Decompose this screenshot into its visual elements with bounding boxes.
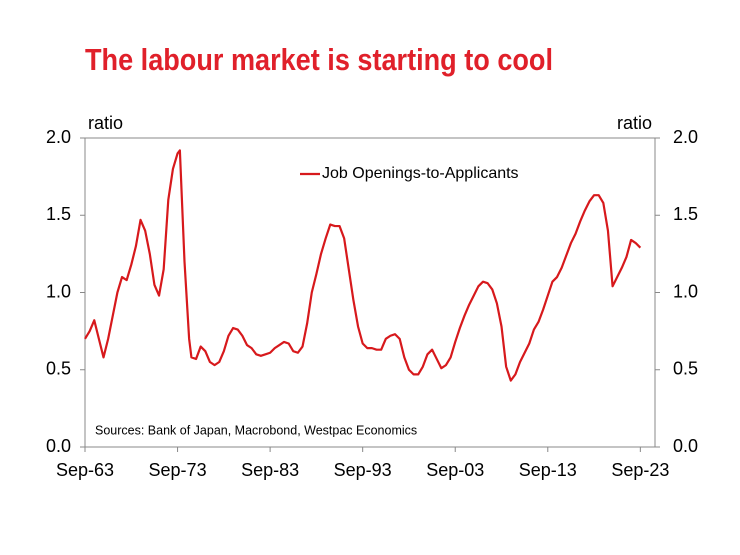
y2-tick-label: 2.0: [673, 127, 698, 147]
y-tick-label: 1.0: [46, 281, 71, 301]
x-tick-label: Sep-63: [56, 460, 114, 480]
x-tick-label: Sep-13: [519, 460, 577, 480]
y2-tick-label: 0.0: [673, 436, 698, 456]
y2-tick-label: 0.5: [673, 359, 698, 379]
x-tick-label: Sep-23: [611, 460, 669, 480]
y-tick-label: 0.0: [46, 436, 71, 456]
legend-label: Job Openings-to-Applicants: [322, 165, 519, 182]
y-tick-label: 1.5: [46, 204, 71, 224]
y2-axis-label: ratio: [617, 113, 652, 133]
x-tick-label: Sep-93: [334, 460, 392, 480]
chart-title: The labour market is starting to cool: [85, 42, 553, 77]
x-tick-label: Sep-83: [241, 460, 299, 480]
y-tick-label: 0.5: [46, 359, 71, 379]
y2-tick-label: 1.0: [673, 281, 698, 301]
y-axis-label: ratio: [88, 113, 123, 133]
series-line: [84, 149, 642, 382]
y2-tick-label: 1.5: [673, 204, 698, 224]
source-note: Sources: Bank of Japan, Macrobond, Westp…: [95, 423, 417, 437]
y-tick-label: 2.0: [46, 127, 71, 147]
x-tick-label: Sep-03: [426, 460, 484, 480]
x-tick-label: Sep-73: [149, 460, 207, 480]
